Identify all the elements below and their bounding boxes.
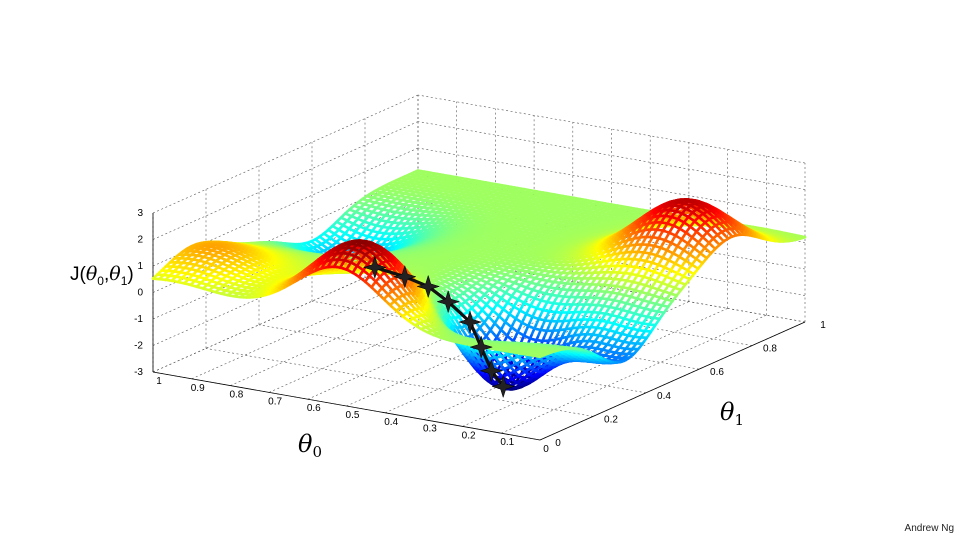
surface-mesh-segment xyxy=(369,192,376,196)
surface-mesh-segment xyxy=(356,201,363,205)
surface-mesh-segment xyxy=(373,189,380,193)
surface-mesh-segment xyxy=(378,187,385,191)
surface-mesh-segment xyxy=(339,216,346,221)
grid-line-floor-x xyxy=(191,260,457,380)
surface-mesh-segment xyxy=(382,185,389,189)
surface-mesh-segment xyxy=(391,180,397,185)
grid-line-side-z xyxy=(152,94,419,214)
surface-mesh-segment xyxy=(412,171,419,175)
surface-mesh-segment xyxy=(361,197,368,202)
grid-line-floor-x xyxy=(230,267,496,386)
grid-line-side-z xyxy=(152,147,419,267)
surface-mesh-segment xyxy=(343,212,350,217)
surface-mesh-segment xyxy=(348,208,355,213)
grid-line-floor-x xyxy=(307,280,573,400)
grid-line-side-z xyxy=(152,174,419,293)
surface-mesh-segment xyxy=(395,178,402,183)
surface-mesh-segment xyxy=(386,182,393,187)
surface-mesh-segment xyxy=(408,173,415,177)
grid-line-floor-x xyxy=(462,308,728,427)
cost-surface xyxy=(151,169,807,391)
surface-mesh-segment xyxy=(403,175,410,179)
surface-mesh-segment xyxy=(365,194,372,199)
surface-mesh-segment xyxy=(416,169,423,173)
grid-line-side-z xyxy=(152,121,419,240)
grid-line-side-z xyxy=(152,253,419,373)
axis-line-theta0 xyxy=(152,371,541,441)
axis-line-theta1 xyxy=(539,321,806,441)
surface-mesh-segment xyxy=(352,204,359,209)
grid-line-floor-x xyxy=(268,274,535,393)
surface-mesh-segment xyxy=(399,176,406,181)
surface-mesh-segment xyxy=(335,220,342,225)
grid-line-floor-x xyxy=(501,314,767,434)
